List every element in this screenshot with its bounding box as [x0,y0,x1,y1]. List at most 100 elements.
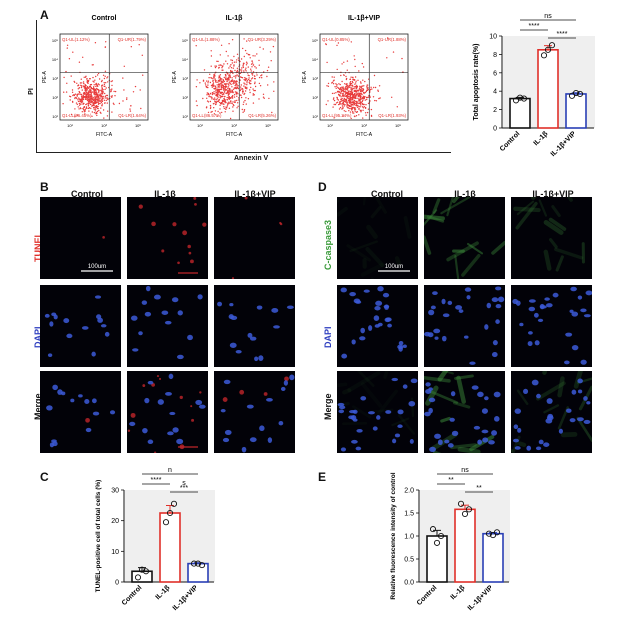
annexin-label: Annexin V [234,155,269,162]
x-tick-label: IL-1β+VIP [172,584,200,612]
data-point [572,89,580,97]
flow-x-tick: 10⁵ [265,123,271,128]
micrograph-b-r1-c0 [40,285,121,367]
panel-label-e: E [318,470,327,484]
data-point [166,509,174,517]
data-point [198,562,206,569]
data-point [485,530,493,537]
micrograph-b-r2-c2 [214,371,295,453]
data-point [465,506,473,513]
flow-title: IL-1β+VIP [348,15,380,22]
flow-x-tick: 10³ [101,123,107,128]
flow-y-tick: 10¹ [182,114,188,119]
flow-y-tick: 10⁴ [182,57,188,62]
panel-label-d: D [318,180,327,194]
chart-a: 0 2 4 6 8 10 Total apoptosis rate(%) Control IL-… [473,13,595,158]
flow-y-tick: 10³ [182,76,188,81]
quad-ul: Q1-UL(0.85%) [322,37,350,42]
micrograph-b-r0-c2 [214,197,295,279]
flow-x-tick: 10¹ [327,123,333,128]
flow-x-tick: 10¹ [67,123,73,128]
flow-y-tick: 10² [52,95,58,100]
sig-label: **** [151,477,162,484]
micrograph-b-r2-c1 [127,371,208,453]
quad-ll: Q1-LL(86.57%) [192,113,222,118]
y-tick-label: 10 [489,34,497,41]
x-tick-label: Control [499,130,522,153]
bar-0 [426,535,448,583]
flow-x-tick: 10¹ [197,123,203,128]
bar-2 [482,532,504,583]
data-point [544,46,552,53]
micrograph-d-r0-c1 [424,197,505,279]
sig-label: n [168,467,172,474]
quad-ll: Q1-LL(95.34%) [322,113,352,118]
panel-label-a: A [40,8,49,22]
flow-y-tick: 10¹ [312,114,318,119]
y-tick-label: 30 [111,488,119,495]
flow-title: IL-1β [226,15,243,22]
quad-ul: Q1-UL(1.88%) [192,37,220,42]
flow-x-axis: FITC-A [96,132,113,138]
micrograph-d-r2-c1 [424,371,505,453]
d-row-merge: Merge [323,393,333,420]
micrograph-d-r1-c0 [337,285,418,367]
sig-label: **** [557,31,568,38]
y-tick-label: 1.0 [404,534,414,541]
y-axis-label: Relative fluorescence intensity of contr… [390,472,397,599]
bar-2 [565,93,587,129]
flow-x-tick: 10³ [231,123,237,128]
flow-y-tick: 10³ [52,76,58,81]
y-axis-label: TUNEL-positive cell of total cells (%) [95,480,102,593]
flow-plots: Control Q1-UL(1.12%) Q1-UR(1.79%) Q1-LL(96.… [42,15,409,138]
quad-lr: Q1-LR(1.93%) [378,113,406,118]
flow-x-tick: 10⁵ [135,123,141,128]
quad-ll: Q1-LL(96.45%) [62,113,92,118]
y-tick-label: 10 [111,549,119,556]
flow-y-axis: PE-A [172,71,178,83]
y-tick-label: 8 [493,52,497,59]
y-axis-label: Total apoptosis rate(%) [473,44,480,121]
b-col-il1b-vip: IL-1β+VIP [234,189,276,199]
data-point [520,95,528,102]
x-tick-label: IL-1β [155,584,172,601]
data-point [576,90,584,98]
flow-y-tick: 10⁴ [52,57,58,62]
flow-frame [59,33,149,121]
data-point [194,560,202,567]
bar-0 [509,97,531,129]
data-point [461,510,469,517]
scale-label: 100um [385,264,403,270]
data-point [437,532,445,540]
d-row-dapi: DAPI [323,326,333,348]
micrograph-b-r0-c1 [127,197,208,279]
y-tick-label: 0.0 [404,580,414,587]
data-point [457,500,465,507]
y-tick-label: 6 [493,70,497,77]
data-point [489,532,497,539]
sig-label: ns [544,13,552,20]
flow-plot-2: IL-1β Q1-UL(1.88%) Q1-UR(3.29%) Q1-LL(86.57… [172,15,279,138]
sig-label: *** [180,485,188,492]
flow-y-tick: 10² [312,95,318,100]
y-tick-label: 4 [493,89,497,96]
chart-c: 0 10 20 30 TUNEL-positive cell of total cell… [95,467,215,612]
micrograph-d-r0-c0: 100um [337,197,418,279]
bar-1 [454,508,476,583]
data-point [568,92,576,99]
flow-title: Control [92,15,117,22]
y-tick-label: 2.0 [404,488,414,495]
micrograph-b-r2-c0 [40,371,121,453]
data-point [190,560,198,567]
quad-ur: Q1-UR(1.79%) [118,37,147,42]
flow-y-tick: 10² [182,95,188,100]
data-point [142,568,150,575]
flow-y-tick: 10³ [312,76,318,81]
y-tick-label: 20 [111,518,119,525]
d-col-control: Control [371,189,403,199]
y-tick-label: 1.5 [404,511,414,518]
sig-extra: s [182,480,186,487]
x-tick-label: Control [121,584,144,607]
b-col-control: Control [71,189,103,199]
data-point [493,529,501,536]
